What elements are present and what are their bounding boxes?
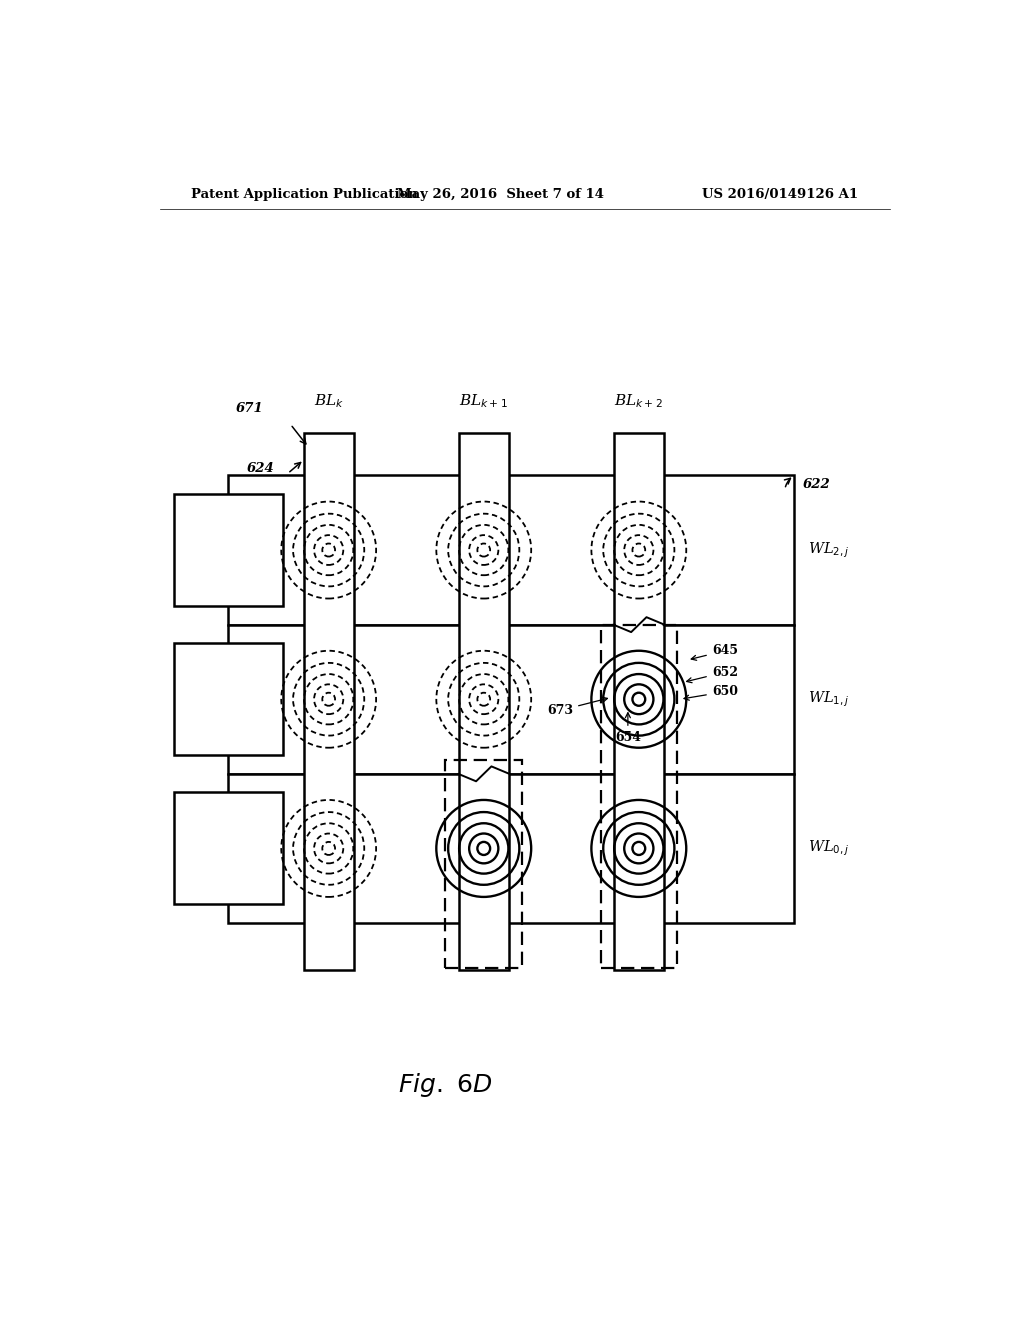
Text: 652: 652: [687, 665, 738, 682]
Text: WL$_{2,j}$: WL$_{2,j}$: [808, 540, 849, 560]
Text: $\mathit{Fig.\ 6D}$: $\mathit{Fig.\ 6D}$: [398, 1072, 493, 1100]
Text: 654: 654: [614, 713, 641, 744]
Text: 673: 673: [547, 697, 607, 717]
Text: WL$_{0,j}$: WL$_{0,j}$: [808, 838, 849, 858]
Text: 622: 622: [803, 478, 830, 491]
Text: BL$_{k+2}$: BL$_{k+2}$: [614, 392, 664, 411]
Text: Patent Application Publication: Patent Application Publication: [191, 189, 418, 202]
Text: 645: 645: [691, 644, 738, 660]
Bar: [174, 494, 283, 606]
Bar: [228, 774, 794, 923]
Bar: [228, 624, 794, 774]
Bar: [174, 643, 283, 755]
Bar: [459, 433, 509, 970]
Text: 650: 650: [684, 685, 738, 700]
Bar: [303, 433, 353, 970]
Bar: [600, 624, 677, 968]
Text: BL$_k$: BL$_k$: [313, 392, 344, 411]
Bar: [613, 433, 664, 970]
Text: BL$_{k+1}$: BL$_{k+1}$: [460, 392, 508, 411]
Text: WL$_{1,j}$: WL$_{1,j}$: [808, 689, 849, 709]
Text: 624: 624: [246, 462, 274, 475]
Text: May 26, 2016  Sheet 7 of 14: May 26, 2016 Sheet 7 of 14: [397, 189, 604, 202]
Text: US 2016/0149126 A1: US 2016/0149126 A1: [702, 189, 858, 202]
Text: 671: 671: [236, 401, 263, 414]
Bar: [174, 792, 283, 904]
Bar: [445, 760, 522, 968]
Bar: [228, 475, 794, 624]
